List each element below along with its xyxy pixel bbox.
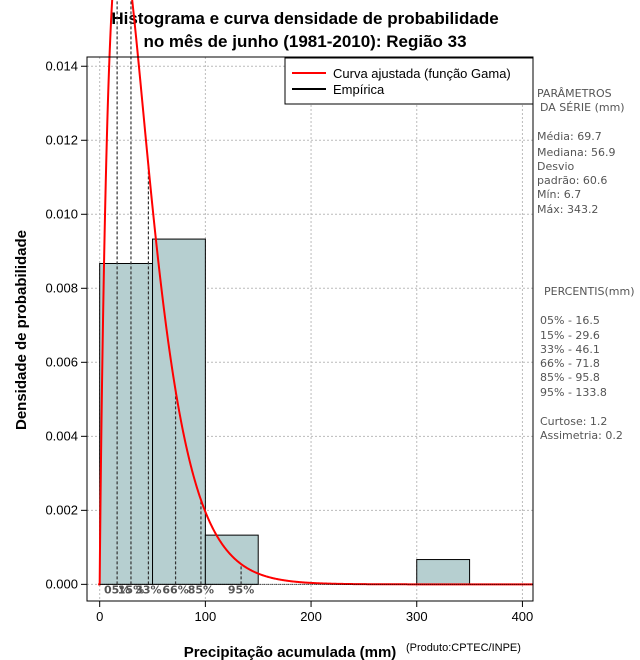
y-axis-ticks: 0.000 0.002 0.004 0.006 0.008 0.010 0.012 0.014 bbox=[45, 58, 87, 591]
percentile-row: 95% - 133.8 bbox=[540, 386, 607, 399]
percentile-label: 66% bbox=[162, 583, 188, 596]
legend-label-empirical: Empírica bbox=[333, 82, 385, 97]
plot-frame bbox=[86, 56, 534, 602]
percentile-row: 05% - 16.5 bbox=[540, 314, 600, 327]
params-title-line1: PARÂMETROS bbox=[537, 87, 612, 100]
legend-label-curve: Curva ajustada (função Gama) bbox=[333, 66, 511, 81]
chart-title-line1: Histograma e curva densidade de probabil… bbox=[111, 9, 498, 28]
percentile-row: 33% - 46.1 bbox=[540, 343, 600, 356]
histogram-bar bbox=[204, 534, 259, 585]
y-tick-label: 0.002 bbox=[45, 502, 78, 517]
y-tick-label: 0.012 bbox=[45, 132, 78, 147]
y-tick-label: 0.010 bbox=[45, 206, 78, 221]
histogram-bars bbox=[99, 238, 471, 585]
histogram-bar bbox=[416, 559, 471, 585]
kurtosis-value: Curtose: 1.2 bbox=[540, 415, 607, 428]
param-stddev-line1: Desvio bbox=[537, 160, 575, 173]
legend-box bbox=[284, 57, 534, 105]
x-tick-label: 100 bbox=[195, 609, 217, 624]
percentile-row: 85% - 95.8 bbox=[540, 371, 600, 384]
y-tick-label: 0.004 bbox=[45, 428, 78, 443]
x-tick-label: 0 bbox=[96, 609, 103, 624]
percentile-label: 95% bbox=[228, 583, 254, 596]
param-median: Mediana: 56.9 bbox=[537, 146, 615, 159]
histogram-bar bbox=[99, 262, 154, 585]
y-axis-label: Densidade de probabilidade bbox=[13, 230, 30, 430]
param-min: Mín: 6.7 bbox=[537, 188, 581, 201]
percentile-label: 15% bbox=[118, 583, 144, 596]
percentile-label: 05% bbox=[104, 583, 130, 596]
x-axis-label: Precipitação acumulada (mm) bbox=[184, 644, 397, 660]
percentile-label: 33% bbox=[135, 583, 161, 596]
param-max: Máx: 343.2 bbox=[537, 203, 598, 216]
params-title-line2: DA SÉRIE (mm) bbox=[540, 101, 625, 114]
percentile-label: 85% bbox=[188, 583, 214, 596]
x-axis-ticks: 0 100 200 300 400 bbox=[96, 601, 533, 624]
x-tick-label: 200 bbox=[300, 609, 322, 624]
percentis-title: PERCENTIS(mm) bbox=[544, 285, 635, 298]
x-tick-label: 400 bbox=[512, 609, 534, 624]
param-stddev-line2: padrão: 60.6 bbox=[537, 174, 607, 187]
y-tick-label: 0.000 bbox=[45, 576, 78, 591]
y-tick-label: 0.008 bbox=[45, 280, 78, 295]
y-tick-label: 0.014 bbox=[45, 58, 78, 73]
x-tick-label: 300 bbox=[406, 609, 428, 624]
y-tick-label: 0.006 bbox=[45, 354, 78, 369]
chart-title-line2: no mês de junho (1981-2010): Região 33 bbox=[143, 32, 466, 51]
percentile-markers: 05%15%33% 66% 85% 95% bbox=[104, 0, 254, 596]
series-parameters-panel: PARÂMETROS DA SÉRIE (mm) Média: 69.7 Med… bbox=[537, 87, 625, 216]
percentile-row: 66% - 71.8 bbox=[540, 357, 600, 370]
legend: Curva ajustada (função Gama) Empírica bbox=[284, 57, 534, 105]
credit-text: (Produto:CPTEC/INPE) bbox=[406, 642, 521, 654]
percentile-row: 15% - 29.6 bbox=[540, 329, 600, 342]
param-mean: Média: 69.7 bbox=[537, 130, 602, 143]
skewness-value: Assimetria: 0.2 bbox=[540, 429, 623, 442]
percentiles-panel: PERCENTIS(mm) 05% - 16.5 15% - 29.6 33% … bbox=[540, 285, 635, 442]
